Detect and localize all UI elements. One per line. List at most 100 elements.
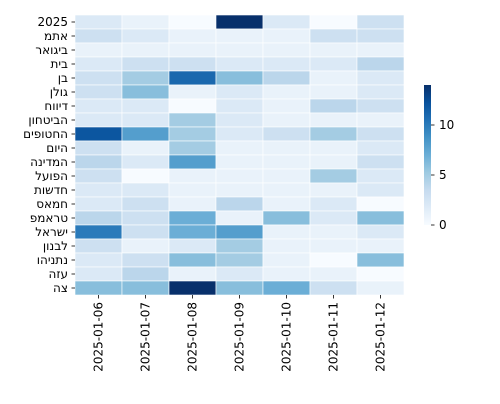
heatmap-cell: [74, 168, 123, 184]
heatmap-cell: [74, 42, 123, 58]
x-tick-label: 2025-01-08: [186, 302, 200, 372]
heatmap-cell: [74, 266, 123, 282]
heatmap-cell: [356, 154, 405, 170]
heatmap-cell: [309, 28, 358, 44]
heatmap-cell: [309, 84, 358, 100]
heatmap-cell: [309, 70, 358, 86]
heatmap-cell: [262, 70, 311, 86]
heatmap-cell: [215, 14, 264, 30]
y-tick-label: לבנון: [43, 239, 68, 253]
heatmap-cell: [215, 168, 264, 184]
heatmap-cell: [168, 42, 217, 58]
heatmap-cell: [356, 56, 405, 72]
heatmap-cell: [262, 210, 311, 226]
heatmap-cell: [309, 126, 358, 142]
heatmap-cell: [262, 238, 311, 254]
heatmap-cell: [215, 112, 264, 128]
heatmap-cell: [121, 70, 170, 86]
heatmap-cell: [168, 70, 217, 86]
heatmap-cell: [309, 98, 358, 114]
heatmap-cell: [215, 98, 264, 114]
y-tick-label: גולן: [50, 85, 68, 99]
y-tick-labels: 2025אתמביגוארביתבןגולןדיווחהביטחוןהחטופי…: [23, 15, 75, 295]
heatmap-cell: [262, 252, 311, 268]
heatmap-cell: [262, 42, 311, 58]
heatmap-cell: [74, 140, 123, 156]
heatmap-cell: [309, 196, 358, 212]
heatmap-cell: [74, 154, 123, 170]
heatmap-cell: [356, 112, 405, 128]
heatmap-cell: [168, 266, 217, 282]
heatmap-cell: [168, 112, 217, 128]
heatmap-cell: [74, 280, 123, 296]
heatmap-cell: [74, 126, 123, 142]
heatmap-cell: [121, 266, 170, 282]
heatmap-cell: [74, 182, 123, 198]
heatmap-cell: [74, 224, 123, 240]
heatmap-cell: [168, 252, 217, 268]
x-tick-label: 2025-01-06: [92, 302, 106, 372]
heatmap-cell: [356, 140, 405, 156]
heatmap-cell: [215, 42, 264, 58]
heatmap-cell: [74, 98, 123, 114]
heatmap-cell: [356, 182, 405, 198]
heatmap-cell: [74, 238, 123, 254]
heatmap-cell: [215, 252, 264, 268]
heatmap-cell: [262, 84, 311, 100]
colorbar-tick-label: 0: [439, 218, 447, 232]
heatmap-cell: [121, 196, 170, 212]
heatmap-cell: [121, 182, 170, 198]
heatmap-cell: [168, 140, 217, 156]
heatmap-cell: [121, 84, 170, 100]
heatmap-cell: [74, 84, 123, 100]
heatmap-cell: [215, 84, 264, 100]
heatmap-cell: [168, 168, 217, 184]
heatmap-cell: [168, 224, 217, 240]
y-tick-label: ישראל: [35, 225, 68, 239]
heatmap-cell: [215, 154, 264, 170]
heatmap-cell: [168, 238, 217, 254]
heatmap-cell: [309, 56, 358, 72]
heatmap-cell: [262, 140, 311, 156]
heatmap-cell: [74, 14, 123, 30]
heatmap-cell: [356, 126, 405, 142]
heatmap-cell: [356, 196, 405, 212]
heatmap-cell: [121, 56, 170, 72]
x-tick-labels: 2025-01-06 2025-01-07 2025-01-08 2025-01-09…: [92, 295, 388, 372]
heatmap-cell: [309, 42, 358, 58]
heatmap-cell: [262, 126, 311, 142]
heatmap-cell: [121, 112, 170, 128]
heatmap-cell: [74, 56, 123, 72]
y-tick-label: דיווח: [44, 99, 68, 113]
colorbar-tick-label: 10: [439, 118, 454, 132]
heatmap-cell: [74, 28, 123, 44]
heatmap-cell: [215, 126, 264, 142]
y-tick-label: הפועל: [35, 169, 68, 183]
heatmap-cell: [168, 154, 217, 170]
heatmap-cell: [262, 196, 311, 212]
heatmap-cell: [168, 196, 217, 212]
heatmap-cell: [309, 266, 358, 282]
heatmap-cell: [74, 112, 123, 128]
heatmap-cell: [309, 224, 358, 240]
y-tick-label: נתניהו: [37, 253, 68, 267]
heatmap-cell: [121, 224, 170, 240]
heatmap-cell: [74, 252, 123, 268]
y-tick-label: צה: [53, 281, 68, 295]
heatmap-cell: [356, 84, 405, 100]
heatmap-cell: [262, 154, 311, 170]
x-tick-label: 2025-01-09: [233, 302, 247, 372]
heatmap-cell: [262, 266, 311, 282]
heatmap-cell: [262, 14, 311, 30]
heatmap-cell: [215, 210, 264, 226]
heatmap-cell: [121, 252, 170, 268]
heatmap-cell: [356, 238, 405, 254]
y-tick-label: היום: [46, 141, 68, 155]
y-tick-label: המדינה: [30, 155, 68, 169]
heatmap-cell: [215, 196, 264, 212]
heatmap-cell: [262, 112, 311, 128]
heatmap-cell: [121, 126, 170, 142]
heatmap-cell: [356, 14, 405, 30]
